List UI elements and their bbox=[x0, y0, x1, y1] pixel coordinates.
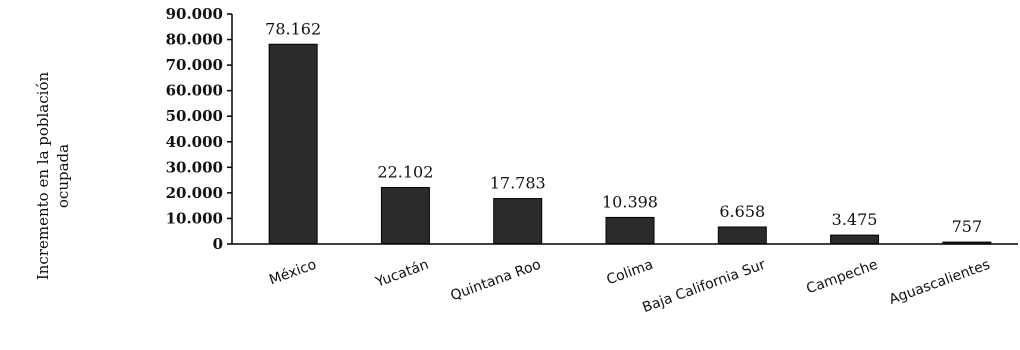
y-tick-label: 10.000 bbox=[166, 209, 223, 227]
data-label: 78.162 bbox=[265, 19, 321, 38]
data-label: 22.102 bbox=[377, 163, 433, 182]
x-category-label: Colima bbox=[604, 257, 655, 289]
x-category-label: Quintana Roo bbox=[448, 257, 543, 304]
bar bbox=[605, 216, 655, 245]
bars bbox=[268, 43, 992, 245]
y-axis-ticks: 0 10.000 20.000 30.000 40.000 50.000 60.000 70.… bbox=[166, 5, 232, 253]
data-label: 6.658 bbox=[719, 202, 765, 221]
x-category-label: Campeche bbox=[804, 257, 880, 298]
y-tick-label: 20.000 bbox=[166, 184, 223, 202]
y-tick-label: 60.000 bbox=[166, 82, 223, 100]
bar bbox=[268, 43, 318, 245]
data-labels: 78.162 22.102 17.783 10.398 6.658 3.475 757 bbox=[265, 19, 982, 236]
x-category-label: Aguascalientes bbox=[887, 257, 992, 308]
bar bbox=[380, 187, 430, 245]
y-tick-label: 0 bbox=[213, 235, 223, 253]
bar bbox=[830, 234, 880, 245]
y-axis-title: Incremento en la población ocupada bbox=[34, 72, 72, 281]
bar bbox=[493, 198, 543, 245]
x-category-label: Yucatán bbox=[373, 257, 431, 291]
y-axis-title-line-1: Incremento en la población bbox=[34, 72, 52, 281]
y-tick-label: 30.000 bbox=[166, 158, 223, 176]
y-axis-title-line-2: ocupada bbox=[54, 144, 72, 208]
data-label: 17.783 bbox=[490, 174, 546, 193]
data-label: 757 bbox=[952, 217, 983, 236]
y-tick-label: 80.000 bbox=[166, 31, 223, 49]
x-category-label: Baja California Sur bbox=[640, 257, 767, 316]
y-tick-label: 90.000 bbox=[166, 5, 223, 23]
y-tick-label: 50.000 bbox=[166, 107, 223, 125]
data-label: 3.475 bbox=[832, 210, 878, 229]
y-tick-label: 40.000 bbox=[166, 133, 223, 151]
y-tick-label: 70.000 bbox=[166, 56, 223, 74]
x-category-label: México bbox=[267, 257, 318, 289]
bar bbox=[717, 226, 767, 245]
data-label: 10.398 bbox=[602, 192, 658, 211]
